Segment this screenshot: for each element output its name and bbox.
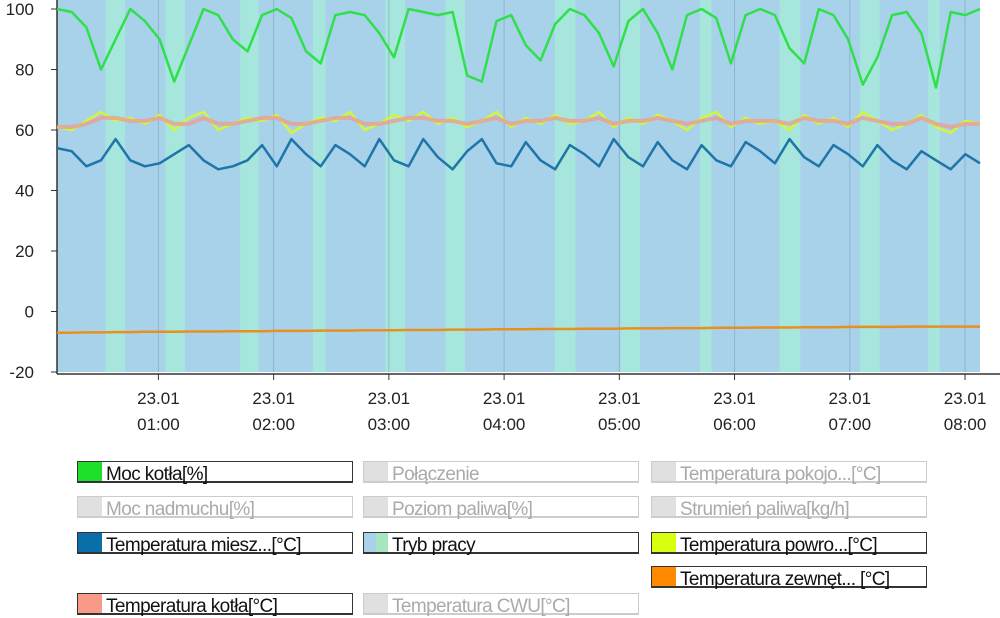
tryb-pracy-band <box>860 0 880 372</box>
legend-item-temperatura-pokojowa[interactable]: Temperatura pokojo...[°C] <box>651 461 927 485</box>
legend-item-moc-kotla[interactable]: Moc kotła[%] <box>77 461 353 485</box>
legend-item-moc-nadmuchu[interactable]: Moc nadmuchu[%] <box>77 496 353 520</box>
tryb-pracy-band <box>928 0 940 372</box>
swatch <box>364 533 388 552</box>
x-tick-date: 23.01 <box>713 389 756 408</box>
line-chart: 100 80 60 40 20 0 -20 23.01 01:00 23.01 02:00 23.01… <box>6 0 1000 434</box>
legend-item-tryb-pracy[interactable]: Tryb pracy <box>363 532 639 556</box>
series-line-moc-kot-a- <box>56 7 981 89</box>
x-tick-date: 23.01 <box>944 389 987 408</box>
legend-item-temperatura-zewnetrzna[interactable]: Temperatura zewnęt... [°C] <box>651 566 927 590</box>
x-tick-time: 07:00 <box>829 415 872 434</box>
tryb-pracy-band <box>385 0 405 372</box>
tryb-pracy-band <box>779 0 801 372</box>
swatch <box>364 594 388 613</box>
series-line-temperatura-zewn-t-c- <box>57 325 980 334</box>
tryb-pracy-band <box>620 0 641 372</box>
y-tick-label: 80 <box>15 61 34 80</box>
x-tick-time: 04:00 <box>483 415 526 434</box>
swatch <box>364 462 388 481</box>
tryb-pracy-band <box>312 0 326 372</box>
tryb-pracy-band <box>445 0 465 372</box>
legend-item-poziom-paliwa[interactable]: Poziom paliwa[%] <box>363 496 639 520</box>
swatch <box>652 533 676 552</box>
plot-background <box>57 0 980 372</box>
x-tick-date: 23.01 <box>368 389 411 408</box>
x-tick-time: 06:00 <box>713 415 756 434</box>
y-tick-label: 40 <box>15 182 34 201</box>
swatch <box>78 533 102 552</box>
swatch <box>652 497 676 516</box>
x-tick-time: 01:00 <box>137 415 180 434</box>
y-tick-label: -20 <box>9 363 34 382</box>
swatch <box>78 594 102 613</box>
y-tick-label: 20 <box>15 242 34 261</box>
legend-item-temperatura-kotla[interactable]: Temperatura kotła[°C] <box>77 593 353 617</box>
x-tick-time: 02:00 <box>252 415 295 434</box>
tryb-pracy-band <box>554 0 576 372</box>
legend-item-temperatura-mieszacza[interactable]: Temperatura miesz...[°C] <box>77 532 353 556</box>
legend-item-temperatura-powrotu[interactable]: Temperatura powro...[°C] <box>651 532 927 556</box>
x-tick-date: 23.01 <box>137 389 180 408</box>
tryb-pracy-band <box>105 0 125 372</box>
series-line-temperatura-miesz-c- <box>56 137 981 171</box>
x-tick-date: 23.01 <box>829 389 872 408</box>
swatch <box>364 497 388 516</box>
tryb-pracy-band <box>699 0 712 372</box>
y-tick-label: 0 <box>25 303 34 322</box>
x-tick-date: 23.01 <box>598 389 641 408</box>
x-tick-time: 03:00 <box>368 415 411 434</box>
x-tick-time: 08:00 <box>944 415 987 434</box>
legend-item-strumien-paliwa[interactable]: Strumień paliwa[kg/h] <box>651 496 927 520</box>
swatch <box>78 462 102 481</box>
tryb-pracy-band <box>240 0 259 372</box>
swatch <box>78 497 102 516</box>
x-tick-date: 23.01 <box>483 389 526 408</box>
y-tick-label: 100 <box>6 0 34 19</box>
swatch <box>652 462 676 481</box>
swatch <box>652 567 676 586</box>
x-tick-date: 23.01 <box>252 389 295 408</box>
series-line-temperatura-kot-a-c- <box>57 115 980 129</box>
x-tick-time: 05:00 <box>598 415 641 434</box>
tryb-pracy-band <box>165 0 185 372</box>
legend-item-temperatura-cwu[interactable]: Temperatura CWU[°C] <box>363 593 639 617</box>
legend-item-polaczenie[interactable]: Połączenie <box>363 461 639 485</box>
y-tick-label: 60 <box>15 121 34 140</box>
